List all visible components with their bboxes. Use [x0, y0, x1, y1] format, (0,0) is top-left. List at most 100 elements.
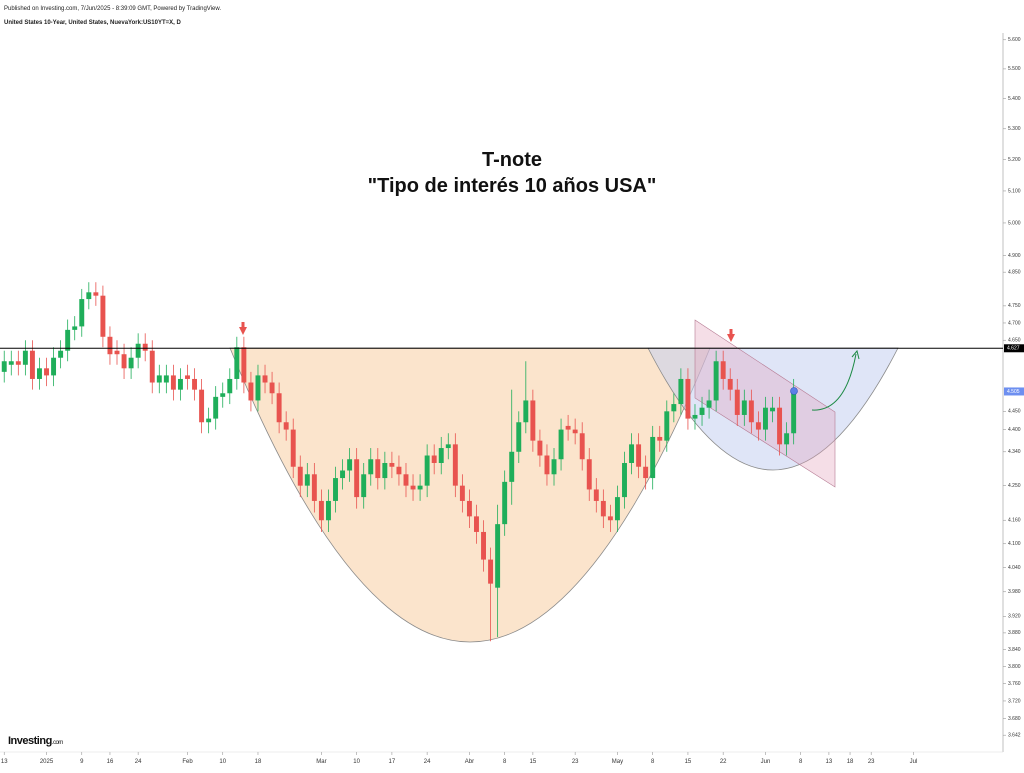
- candle-body: [685, 378, 691, 419]
- x-tick-label: 17: [389, 759, 396, 765]
- candle-body: [361, 474, 367, 498]
- y-tick-label: 3.800: [1008, 664, 1021, 670]
- candle-body: [777, 407, 783, 445]
- candle-body: [1, 361, 7, 372]
- candle-body: [227, 378, 233, 394]
- candle-body: [481, 531, 486, 560]
- candle-body: [234, 347, 240, 379]
- candle-body: [664, 411, 670, 441]
- candle-body: [678, 378, 684, 405]
- candle-body: [755, 422, 761, 430]
- candle-body: [347, 459, 353, 471]
- candle-body: [614, 497, 620, 521]
- candle-body: [699, 407, 705, 415]
- candle-body: [572, 429, 578, 434]
- candle-body: [375, 459, 381, 479]
- x-tick-label: 10: [219, 759, 226, 765]
- x-tick-label: 16: [107, 759, 114, 765]
- y-tick-label: 3.840: [1008, 647, 1021, 653]
- candle-body: [720, 361, 726, 379]
- candle-body: [149, 350, 155, 383]
- y-tick-label: 3.680: [1008, 716, 1021, 722]
- candle-body: [657, 436, 663, 441]
- candle-body: [389, 462, 395, 467]
- candle-body: [474, 516, 479, 532]
- candle-body: [692, 414, 698, 419]
- x-tick-label: 24: [135, 759, 142, 765]
- candle-body: [170, 375, 176, 390]
- candle-body: [537, 440, 543, 456]
- last-price-box: [1004, 387, 1024, 396]
- y-tick-label: 4.400: [1008, 427, 1021, 433]
- marker-arrow: [727, 329, 735, 342]
- candle-body: [748, 400, 754, 423]
- x-tick-label: 15: [530, 759, 537, 765]
- candle-body: [622, 462, 627, 498]
- logo-brand: Investing: [8, 735, 52, 747]
- candle-body: [727, 378, 733, 390]
- candle-body: [509, 451, 515, 482]
- candle-body: [530, 400, 536, 441]
- x-tick-label: Jul: [910, 759, 918, 765]
- candle-body: [516, 422, 522, 452]
- candle-body: [199, 389, 205, 423]
- chart-title: T-note: [482, 149, 542, 171]
- y-tick-label: 4.100: [1008, 541, 1021, 547]
- candle-body: [163, 375, 169, 383]
- candle-body: [15, 361, 21, 365]
- projection-arrowhead: [851, 349, 860, 360]
- y-tick-label: 3.920: [1008, 614, 1021, 620]
- candle-body: [297, 466, 303, 486]
- candle-body: [65, 329, 71, 351]
- candle-body: [607, 516, 613, 521]
- candle-body: [333, 478, 338, 501]
- reference-label-box: [1004, 344, 1024, 353]
- candle-body: [248, 382, 254, 401]
- candle-body: [135, 343, 141, 358]
- candle-body: [579, 433, 585, 460]
- candle-body: [37, 368, 42, 379]
- candle-body: [100, 295, 106, 337]
- y-tick-label: 4.900: [1008, 253, 1021, 259]
- candle-body: [368, 459, 374, 475]
- candle-body: [741, 400, 747, 415]
- x-tick-label: Jun: [761, 759, 771, 765]
- published-note: Published on Investing.com, 7/Jun/2025 -…: [4, 6, 221, 12]
- candle-body: [558, 429, 564, 460]
- y-tick-label: 3.980: [1008, 589, 1021, 595]
- x-tick-label: 23: [868, 759, 875, 765]
- y-tick-label: 4.850: [1008, 270, 1021, 276]
- candle-body: [255, 375, 261, 401]
- candle-body: [283, 422, 289, 430]
- candle-body: [72, 326, 78, 330]
- last-price-label: 4.505: [1007, 389, 1020, 395]
- y-tick-label: 4.700: [1008, 320, 1021, 326]
- candle-body: [784, 433, 790, 445]
- candle-body: [304, 474, 310, 486]
- x-tick-label: May: [612, 759, 623, 765]
- y-tick-label: 4.750: [1008, 303, 1021, 309]
- x-tick-label: 10: [353, 759, 360, 765]
- candle-body: [79, 299, 85, 327]
- candle-body: [325, 500, 331, 521]
- x-tick-label: 8: [651, 759, 655, 765]
- candle-body: [417, 485, 423, 490]
- candle-body: [192, 378, 198, 390]
- x-tick-label: 18: [847, 759, 854, 765]
- candle-body: [488, 559, 494, 584]
- x-tick-label: 13: [826, 759, 833, 765]
- candle-body: [523, 400, 529, 423]
- candle-body: [396, 466, 402, 475]
- candle-body: [51, 357, 57, 376]
- candle-body: [502, 481, 508, 525]
- candle-body: [791, 391, 797, 434]
- y-tick-label: 4.040: [1008, 565, 1021, 571]
- candle-body: [410, 485, 416, 490]
- candle-body: [671, 404, 677, 412]
- x-tick-label: 23: [572, 759, 579, 765]
- candle-body: [22, 350, 28, 365]
- x-tick-label: 2025: [40, 759, 54, 765]
- candle-body: [586, 459, 592, 490]
- candle-body: [452, 444, 458, 486]
